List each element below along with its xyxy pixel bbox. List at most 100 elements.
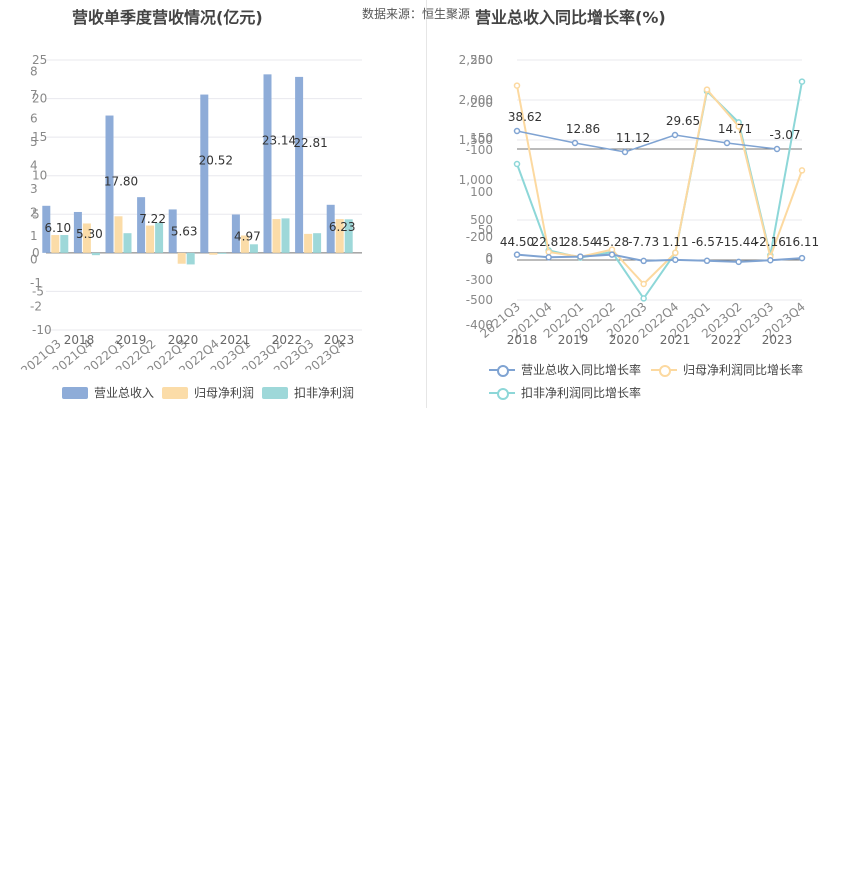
legend-item-revenue-growth[interactable]: 营业总收入同比增长率 (489, 361, 641, 378)
y2-tick-label: 8 (30, 65, 38, 79)
trend-value-label: 38.62 (508, 110, 542, 124)
revenue-trend-point (671, 131, 679, 139)
bar-value-label: 22.81 (293, 136, 327, 150)
growth-rate-chart-panel: 营业总收入同比增长率(%) 2,500 2,000 1,500 1,000 500 0 -5… (425, 0, 850, 410)
y2-tick-label: 250 (470, 53, 493, 67)
bar-0-2023Q4 (326, 204, 335, 253)
bar-value-label: 6.10 (44, 221, 71, 235)
year-label: 2021 (220, 333, 251, 347)
y2-tick-label: 5 (30, 135, 38, 149)
y-tick-label: 2,500 (459, 53, 493, 67)
year-label: 2021 (660, 333, 691, 347)
legend-item-deducted-profit[interactable]: 扣非净利润 (262, 384, 354, 401)
legend-item-net-profit-growth[interactable]: 归母净利润同比增长率 (651, 361, 803, 378)
y2-tick-label: -1 (30, 276, 42, 290)
bar-1-2023Q1 (240, 235, 249, 253)
bar-2-2021Q4 (91, 252, 100, 256)
year-label: 2023 (762, 333, 793, 347)
year-label: 2023 (324, 333, 355, 347)
legend-swatch-net-profit (162, 386, 188, 399)
series-point-1 (545, 248, 552, 256)
year-label: 2019 (116, 333, 147, 347)
y-tick-label: 0 (485, 253, 493, 267)
bar-0-2023Q2 (263, 74, 272, 253)
bar-value-label: 4.97 (234, 230, 261, 244)
y2-tick-label: 0 (485, 251, 493, 265)
legend-item-deducted-profit-growth[interactable]: 扣非净利润同比增长率 (489, 384, 641, 401)
y2-tick-label: -2 (30, 300, 42, 314)
bar-1-2023Q4 (335, 219, 344, 253)
bar-0-2022Q4 (200, 94, 209, 253)
series-line-1 (516, 85, 803, 286)
y2-tick-label: 2 (30, 206, 38, 220)
legend-label-deducted-profit-growth: 扣非净利润同比增长率 (521, 386, 642, 400)
bar-2-2022Q2 (155, 222, 164, 253)
bar-value-label: 6.23 (329, 220, 356, 234)
y-tick-label: 500 (470, 213, 493, 227)
year-label: 2020 (168, 333, 199, 347)
bar-value-label: 7.22 (139, 212, 166, 226)
series-point-0 (577, 253, 584, 260)
y2-tick-label: -200 (466, 230, 493, 244)
y2-tick-label: 200 (470, 96, 493, 110)
series-point-1 (703, 86, 711, 93)
series-point-0 (513, 251, 521, 258)
series-line-0 (516, 253, 803, 263)
year-label: 2020 (609, 333, 640, 347)
revenue-profit-chart-panel: 营收单季度营收情况(亿元) 25 20 15 10 5 0 -5 -10 8 7 6 5 4 3 2 1 0 -1… (0, 0, 425, 410)
y-tick-label: 1,000 (459, 173, 493, 187)
bar-2-2022Q3 (186, 252, 195, 265)
y2-tick-label: 7 (30, 88, 38, 102)
bar-0-2023Q1 (231, 214, 240, 253)
bar-value-label: 23.14 (262, 133, 296, 147)
bar-1-2021Q3 (51, 235, 60, 253)
bar-0-2021Q3 (42, 205, 51, 253)
bar-0-2023Q3 (295, 76, 304, 253)
legend-label-net-profit-growth: 归母净利润同比增长率 (683, 363, 804, 377)
data-source-label: 数据来源：恒生聚源 (362, 7, 471, 21)
y2-tick-label: -400 (466, 318, 493, 332)
revenue-trend-point (723, 139, 731, 147)
bar-value-label: 5.30 (76, 227, 103, 241)
series-point-0 (672, 256, 679, 264)
series-point-2 (640, 295, 647, 302)
year-label: 2018 (64, 333, 95, 347)
bar-2-2023Q4 (344, 219, 353, 253)
series-point-2 (798, 78, 806, 85)
growth-value-label: 1.11 (662, 235, 689, 249)
bar-1-2022Q1 (114, 216, 123, 253)
bar-value-label: 5.63 (171, 224, 198, 238)
legend-item-revenue[interactable]: 营业总收入 (62, 384, 154, 401)
left-chart-svg: 2520151050-5-10876543210-1-26.102021Q35.… (18, 53, 362, 370)
legend-label-revenue-growth: 营业总收入同比增长率 (521, 363, 642, 377)
right-chart-svg: 2,500 2,000 1,500 1,000 500 0 -500 250 200 150 100… (459, 53, 820, 347)
y2-tick-label: -100 (466, 143, 493, 157)
trend-value-label: 12.86 (566, 122, 600, 136)
growth-value-label: 44.50 (500, 235, 534, 249)
series-point-1 (513, 82, 521, 89)
legend-item-net-profit[interactable]: 归母净利润 (162, 384, 254, 401)
bar-2-2022Q4 (218, 252, 227, 254)
y-tick-label: 5 (32, 207, 40, 221)
series-point-1 (640, 280, 647, 288)
bar-1-2022Q2 (146, 225, 155, 253)
series-point-1 (735, 123, 742, 130)
bar-0-2022Q2 (137, 197, 146, 253)
series-point-0 (608, 251, 616, 258)
legend-swatch-revenue (62, 386, 88, 399)
series-point-0 (703, 257, 711, 265)
bar-2-2023Q1 (249, 244, 258, 253)
y2-tick-label: 150 (470, 131, 493, 145)
revenue-trend-point (621, 148, 629, 156)
legend-swatch-deducted-profit (262, 386, 288, 399)
growth-value-label: 45.28 (595, 235, 629, 249)
revenue-trend-point (773, 145, 781, 153)
trend-value-label: -3.07 (769, 128, 800, 142)
series-point-0 (767, 257, 774, 264)
bar-2-2023Q2 (281, 218, 290, 253)
y-tick-label: -5 (32, 284, 44, 298)
bar-1-2022Q4 (209, 252, 218, 255)
bar-2-2021Q3 (60, 235, 69, 253)
bar-1-2021Q4 (82, 223, 91, 253)
legend-marker-net-profit-growth (651, 364, 677, 377)
